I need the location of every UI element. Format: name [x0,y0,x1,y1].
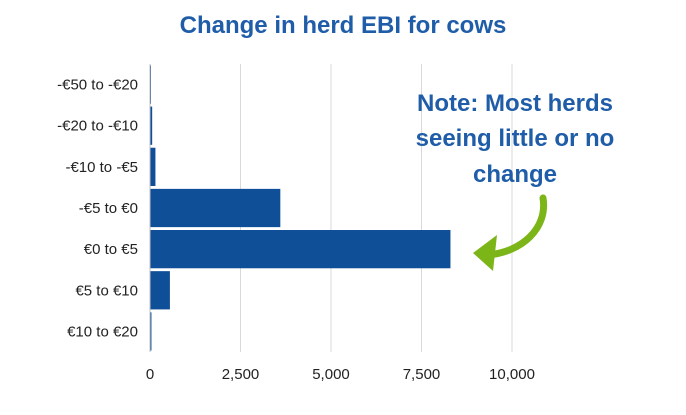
x-tick-label-1: 2,500 [222,366,260,383]
category-label-2: -€10 to -€5 [65,159,138,176]
x-tick-label-2: 5,000 [312,366,350,383]
annotation-line-1: Note: Most herds [417,90,613,117]
bar-6 [150,312,152,351]
annotation-arrow-shaft [484,194,548,259]
category-label-5: €5 to €10 [75,282,138,299]
annotation-line-3: change [473,161,557,188]
category-label-0: -€50 to -€20 [57,77,138,94]
chart-title: Change in herd EBI for cows [179,12,507,39]
annotation: Note: Most herds seeing little or no cha… [416,90,615,271]
x-tick-label-0: 0 [146,366,154,383]
x-tick-label-4: 10,000 [489,366,535,383]
bar-1 [150,106,153,145]
bar-2 [150,147,156,186]
category-labels: -€50 to -€20 -€20 to -€10 -€10 to -€5 -€5 t… [57,77,138,341]
bar-5 [150,271,170,310]
annotation-arrow-head [473,235,497,271]
category-label-6: €10 to €20 [67,323,138,340]
bar-4 [150,230,451,269]
category-label-1: -€20 to -€10 [57,118,138,135]
bar-3 [150,188,281,228]
x-tick-labels: 0 2,500 5,000 7,500 10,000 [146,366,535,383]
x-tick-label-3: 7,500 [403,366,441,383]
annotation-line-2: seeing little or no [416,125,615,152]
bars [150,65,451,351]
grid-lines [240,64,513,352]
category-label-3: -€5 to €0 [79,200,138,217]
category-label-4: €0 to €5 [84,241,138,258]
